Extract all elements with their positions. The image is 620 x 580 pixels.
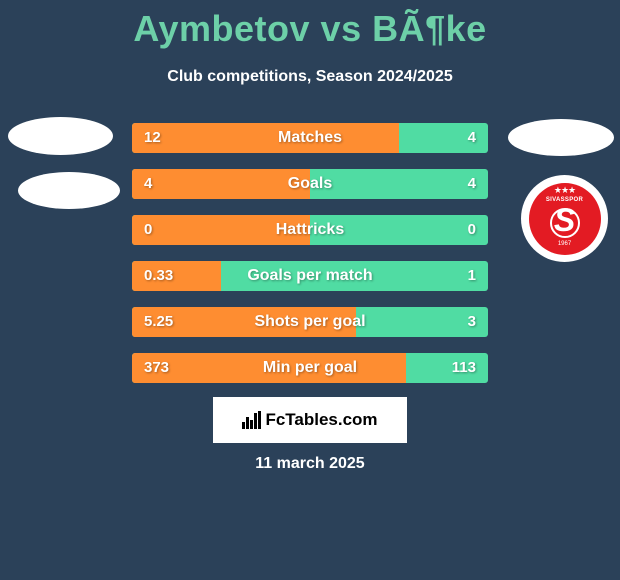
stat-right-value: 1: [468, 261, 476, 291]
club-badge-logo: S: [554, 202, 575, 239]
club-badge-inner: ★★★ SIVASSPOR S 1967: [529, 183, 601, 255]
stat-right-value: 4: [468, 123, 476, 153]
club-badge-right: ★★★ SIVASSPOR S 1967: [521, 175, 608, 262]
page-title: Aymbetov vs BÃ¶ke: [0, 0, 620, 50]
player-right-avatar-1: [508, 119, 614, 156]
stat-row-matches: 12 Matches 4: [132, 123, 488, 153]
player-left-avatar-1: [8, 117, 113, 155]
page-subtitle: Club competitions, Season 2024/2025: [0, 68, 620, 86]
stat-label: Shots per goal: [132, 307, 488, 337]
stat-label: Hattricks: [132, 215, 488, 245]
stat-row-goals: 4 Goals 4: [132, 169, 488, 199]
stat-label: Goals: [132, 169, 488, 199]
stat-row-goals-per-match: 0.33 Goals per match 1: [132, 261, 488, 291]
stat-right-value: 4: [468, 169, 476, 199]
player-left-avatar-2: [18, 172, 120, 209]
stat-right-value: 113: [452, 353, 476, 383]
stat-label: Matches: [132, 123, 488, 153]
stat-right-value: 3: [468, 307, 476, 337]
stat-row-hattricks: 0 Hattricks 0: [132, 215, 488, 245]
date-label: 11 march 2025: [0, 455, 620, 473]
fctables-label: FcTables.com: [265, 410, 377, 430]
club-badge-year: 1967: [558, 241, 571, 247]
stat-label: Min per goal: [132, 353, 488, 383]
stat-row-min-per-goal: 373 Min per goal 113: [132, 353, 488, 383]
stat-right-value: 0: [468, 215, 476, 245]
stats-container: 12 Matches 4 4 Goals 4 0 Hattricks 0 0.3…: [132, 123, 488, 399]
stat-row-shots-per-goal: 5.25 Shots per goal 3: [132, 307, 488, 337]
badge-stars-icon: ★★★: [529, 185, 601, 196]
bar-chart-icon: [242, 411, 261, 429]
stat-label: Goals per match: [132, 261, 488, 291]
fctables-watermark: FcTables.com: [213, 397, 407, 443]
